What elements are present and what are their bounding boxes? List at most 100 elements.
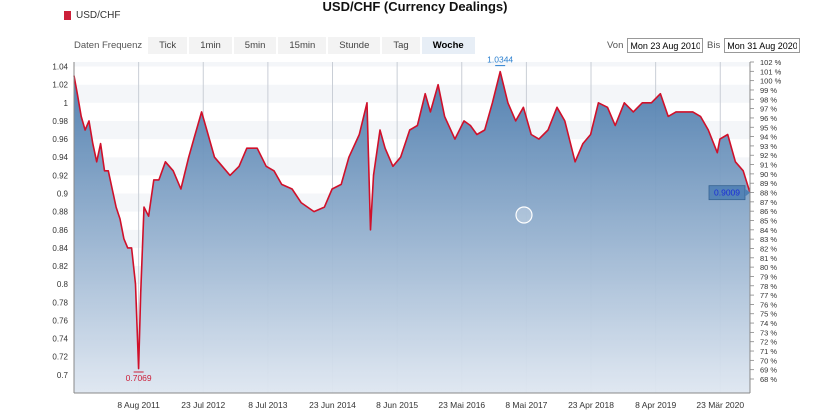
from-label: Von bbox=[607, 40, 624, 51]
right-axis-percent-label: 91 % bbox=[760, 161, 777, 170]
y-tick-label: 0.78 bbox=[52, 298, 68, 307]
right-axis-percent-label: 101 % bbox=[760, 67, 782, 76]
grid-band bbox=[74, 84, 750, 103]
min-value-label: 0.7069 bbox=[126, 373, 152, 383]
price-line-group bbox=[73, 70, 751, 370]
right-axis-percent-label: 98 % bbox=[760, 95, 777, 104]
x-axis-labels: 8 Aug 2011 23 Jul 2012 8 Jul 2013 23 Jun 20… bbox=[117, 400, 744, 410]
right-axis-percent-label: 102 % bbox=[760, 58, 782, 67]
x-tick-label: 23 Jul 2012 bbox=[181, 400, 225, 410]
annotations: 1.0344 0.7069 0.9009 bbox=[126, 55, 750, 383]
from-date-input[interactable] bbox=[627, 38, 704, 53]
x-tick-label: 23 Mär 2020 bbox=[696, 400, 744, 410]
y-tick-label: 0.92 bbox=[52, 171, 68, 180]
right-axis-percent-label: 68 % bbox=[760, 375, 777, 384]
right-axis-percent-label: 87 % bbox=[760, 198, 777, 207]
x-tick-label: 8 Apr 2019 bbox=[635, 400, 676, 410]
frequency-toolbar: Daten Frequenz Tick 1min 5min 15min Stun… bbox=[74, 37, 477, 54]
x-tick-label: 8 Mai 2017 bbox=[505, 400, 547, 410]
grid-band bbox=[74, 102, 750, 121]
right-axis-percent-label: 80 % bbox=[760, 263, 777, 272]
y-tick-label: 0.88 bbox=[52, 208, 68, 217]
to-label: Bis bbox=[707, 40, 721, 51]
price-area bbox=[74, 71, 750, 393]
right-axis-percent-label: 76 % bbox=[760, 300, 777, 309]
frequency-button-5min[interactable]: 5min bbox=[233, 37, 277, 54]
right-axis-percent-label: 74 % bbox=[760, 319, 777, 328]
y-tick-label: 0.98 bbox=[52, 117, 68, 126]
date-range-from: Von bbox=[607, 37, 704, 54]
frequency-button-tick[interactable]: Tick bbox=[148, 37, 188, 54]
y-tick-label: 0.72 bbox=[52, 353, 68, 362]
y-tick-label: 0.82 bbox=[52, 262, 68, 271]
frequency-label: Daten Frequenz bbox=[74, 40, 143, 51]
right-axis-percent-label: 86 % bbox=[760, 207, 777, 216]
frequency-button-1min[interactable]: 1min bbox=[189, 37, 232, 54]
right-axis-percent-label: 81 % bbox=[760, 254, 777, 263]
to-date-input[interactable] bbox=[724, 38, 801, 53]
right-axis-percent-label: 77 % bbox=[760, 291, 777, 300]
y-tick-label: 1.04 bbox=[52, 63, 68, 72]
right-axis-percent-label: 85 % bbox=[760, 217, 777, 226]
right-axis-percent-label: 95 % bbox=[760, 123, 777, 132]
y-tick-label: 0.86 bbox=[52, 226, 68, 235]
chart-title: USD/CHF (Currency Dealings) bbox=[322, 0, 508, 14]
price-area-fill bbox=[74, 71, 750, 393]
right-axis-percent-label: 93 % bbox=[760, 142, 777, 151]
date-range-to: Bis bbox=[707, 37, 801, 54]
legend-swatch bbox=[64, 11, 71, 20]
right-axis-percent-label: 100 % bbox=[760, 77, 782, 86]
y-tick-label: 0.94 bbox=[52, 153, 68, 162]
right-axis-percent-label: 92 % bbox=[760, 151, 777, 160]
right-axis-percent-label: 79 % bbox=[760, 272, 777, 281]
y-tick-label: 0.74 bbox=[52, 335, 68, 344]
grid-band bbox=[74, 62, 750, 67]
y-tick-label: 1.02 bbox=[52, 81, 68, 90]
x-tick-label: 23 Jun 2014 bbox=[309, 400, 356, 410]
right-axis-percent-labels: 68 %69 %70 %71 %72 %73 %74 %75 %76 %77 %… bbox=[750, 58, 782, 384]
y-tick-label: 0.84 bbox=[52, 244, 68, 253]
right-axis-percent-label: 83 % bbox=[760, 235, 777, 244]
last-value-label: 0.9009 bbox=[714, 188, 740, 198]
x-tick-label: 8 Jul 2013 bbox=[248, 400, 287, 410]
right-axis-percent-label: 97 % bbox=[760, 105, 777, 114]
frequency-button-woche[interactable]: Woche bbox=[421, 37, 475, 54]
right-axis-percent-label: 82 % bbox=[760, 244, 777, 253]
y-axis-labels: 0.7 0.72 0.74 0.76 0.78 0.8 0.82 0.84 0.86 0.88 0.… bbox=[52, 63, 68, 380]
legend[interactable]: USD/CHF bbox=[64, 10, 120, 21]
right-axis-percent-label: 69 % bbox=[760, 366, 777, 375]
x-tick-label: 23 Mai 2016 bbox=[438, 400, 485, 410]
y-tick-label: 0.96 bbox=[52, 135, 68, 144]
y-tick-label: 0.76 bbox=[52, 316, 68, 325]
x-tick-label: 8 Jun 2015 bbox=[376, 400, 418, 410]
right-axis-percent-label: 75 % bbox=[760, 310, 777, 319]
frequency-button-15min[interactable]: 15min bbox=[278, 37, 327, 54]
x-tick-label: 8 Aug 2011 bbox=[117, 400, 160, 410]
y-tick-label: 0.9 bbox=[57, 189, 69, 198]
right-axis-percent-label: 73 % bbox=[760, 328, 777, 337]
right-axis-percent-label: 96 % bbox=[760, 114, 777, 123]
right-axis-percent-label: 99 % bbox=[760, 86, 777, 95]
right-axis-percent-label: 89 % bbox=[760, 179, 777, 188]
right-axis-percent-label: 88 % bbox=[760, 189, 777, 198]
right-axis-percent-label: 84 % bbox=[760, 226, 777, 235]
right-axis-percent-label: 78 % bbox=[760, 282, 777, 291]
last-value-pointer bbox=[745, 188, 750, 197]
max-value-label: 1.0344 bbox=[487, 55, 513, 65]
frequency-button-stunde[interactable]: Stunde bbox=[328, 37, 381, 54]
right-axis-percent-label: 71 % bbox=[760, 347, 777, 356]
right-axis-percent-label: 90 % bbox=[760, 170, 777, 179]
legend-label: USD/CHF bbox=[76, 10, 121, 21]
price-line bbox=[73, 70, 751, 370]
frequency-button-tag[interactable]: Tag bbox=[382, 37, 420, 54]
y-tick-label: 0.8 bbox=[57, 280, 69, 289]
axes bbox=[73, 62, 751, 394]
grid-band bbox=[74, 66, 750, 85]
crosshair-cursor bbox=[515, 206, 533, 224]
right-axis-percent-label: 72 % bbox=[760, 338, 777, 347]
right-axis-percent-label: 70 % bbox=[760, 356, 777, 365]
x-tick-label: 23 Apr 2018 bbox=[568, 400, 614, 410]
right-axis-percent-label: 94 % bbox=[760, 133, 777, 142]
y-tick-label: 0.7 bbox=[57, 371, 69, 380]
